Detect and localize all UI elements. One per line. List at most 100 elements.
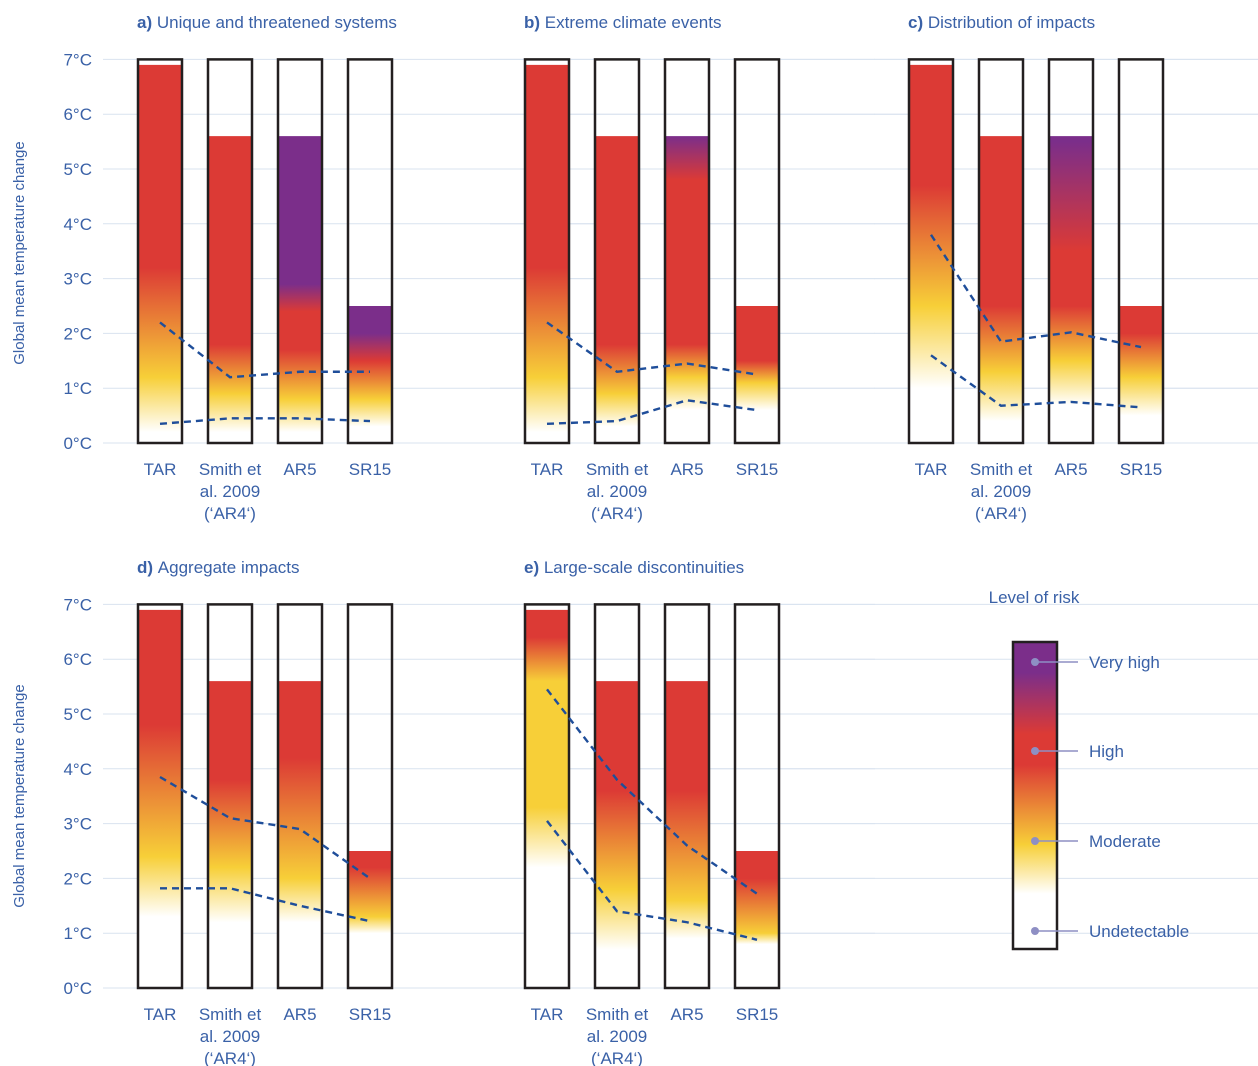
panel-title: b) Extreme climate events <box>524 13 721 32</box>
bar-fill <box>1049 136 1093 443</box>
bar-fill <box>138 609 182 988</box>
y-axis-label-bottom: Global mean temperature change <box>11 684 28 907</box>
bar-frame <box>206 603 254 990</box>
transition-line <box>546 321 758 376</box>
y-tick-label: 6°C <box>63 105 92 124</box>
y-tick-label: 7°C <box>63 50 92 69</box>
bar-fill <box>208 681 252 988</box>
transition-line <box>546 820 758 941</box>
bar-fill <box>208 136 252 443</box>
bar-fill <box>909 64 953 443</box>
bar-fill <box>278 681 322 988</box>
y-tick-label: 3°C <box>63 815 92 834</box>
panel-title: e) Large-scale discontinuities <box>524 558 744 577</box>
legend: Level of risk Very high High Moderate Un… <box>989 588 1189 951</box>
legend-label-very-high: Very high <box>1089 653 1160 672</box>
bar-frame <box>663 603 711 990</box>
panel-a: 0°C 1°C 2°C 3°C 4°C 5°C 6°C 7°C a) Unique and th… <box>63 13 875 523</box>
y-tick-label: 4°C <box>63 215 92 234</box>
bar-frame <box>593 58 641 445</box>
x-tick-label: SR15 <box>736 460 779 479</box>
bar-frame <box>733 603 781 990</box>
transition-line <box>546 688 758 895</box>
y-tick-label: 5°C <box>63 705 92 724</box>
panel-title: d) Aggregate impacts <box>137 558 300 577</box>
legend-label-undetectable: Undetectable <box>1089 922 1189 941</box>
bar-frame <box>276 58 324 445</box>
bar-frame <box>663 58 711 445</box>
bar-fill <box>735 306 779 443</box>
x-tick-label: Smith et al. 2009 (‘AR4‘) <box>970 460 1033 523</box>
bar-fill <box>348 306 392 443</box>
bar-fill <box>278 136 322 443</box>
transition-line <box>930 354 1142 409</box>
bar-frame <box>276 603 324 990</box>
x-tick-label: Smith et al. 2009 (‘AR4‘) <box>586 460 649 523</box>
transition-line <box>546 399 758 426</box>
bar-fill <box>1119 306 1163 443</box>
legend-title: Level of risk <box>989 588 1080 607</box>
x-tick-label: Smith et al. 2009 (‘AR4‘) <box>199 1005 262 1066</box>
x-tick-label: AR5 <box>670 460 703 479</box>
x-tick-label: SR15 <box>349 460 392 479</box>
bar-frame <box>346 58 394 445</box>
y-tick-label: 0°C <box>63 434 92 453</box>
bar-frame <box>136 58 184 445</box>
bar-frame <box>593 603 641 990</box>
legend-label-moderate: Moderate <box>1089 832 1161 851</box>
panel-title: a) Unique and threatened systems <box>137 13 397 32</box>
transition-line <box>159 775 371 880</box>
transition-line <box>159 321 370 379</box>
bar-fill <box>979 136 1023 443</box>
bar-fill <box>665 136 709 443</box>
x-tick-label: Smith et al. 2009 (‘AR4‘) <box>586 1005 649 1066</box>
bar-fill <box>595 136 639 443</box>
bar-fill <box>348 851 392 988</box>
bar-frame <box>977 58 1025 445</box>
bar-frame <box>1117 58 1165 445</box>
legend-item-high: High <box>1031 742 1124 761</box>
legend-item-very-high: Very high <box>1031 653 1160 672</box>
bar-fill <box>525 64 569 443</box>
x-tick-label: Smith et al. 2009 (‘AR4‘) <box>199 460 262 523</box>
bar-fill <box>595 681 639 988</box>
y-tick-label: 2°C <box>63 324 92 343</box>
bar-fill <box>138 64 182 443</box>
panel-e: e) Large-scale discontinuities TAR Smith e… <box>490 558 1258 1066</box>
bar-fill <box>525 609 569 988</box>
transition-line <box>159 417 371 426</box>
x-tick-label: SR15 <box>736 1005 779 1024</box>
x-tick-label: TAR <box>531 460 564 479</box>
panel-title: c) Distribution of impacts <box>908 13 1095 32</box>
y-tick-label: 3°C <box>63 270 92 289</box>
x-tick-label: AR5 <box>283 1005 316 1024</box>
bar-fill <box>665 681 709 988</box>
y-tick-label: 5°C <box>63 160 92 179</box>
y-tick-label: 6°C <box>63 650 92 669</box>
legend-colorbar <box>1011 640 1059 951</box>
x-tick-label: TAR <box>144 460 177 479</box>
bar-fill <box>735 851 779 988</box>
panel-d: 0°C 1°C 2°C 3°C 4°C 5°C 6°C 7°C d) Aggregate imp… <box>63 558 875 1066</box>
y-tick-label: 2°C <box>63 869 92 888</box>
x-tick-label: TAR <box>915 460 948 479</box>
x-tick-label: SR15 <box>349 1005 392 1024</box>
bar-frame <box>346 603 394 990</box>
legend-item-undetectable: Undetectable <box>1031 922 1189 941</box>
bar-frame <box>907 58 955 445</box>
x-tick-label: AR5 <box>670 1005 703 1024</box>
panel-c: c) Distribution of impacts TAR Smith et al.… <box>874 13 1258 523</box>
x-tick-label: AR5 <box>283 460 316 479</box>
x-tick-label: SR15 <box>1120 460 1163 479</box>
bar-frame <box>523 603 571 990</box>
x-tick-label: TAR <box>531 1005 564 1024</box>
bar-frame <box>523 58 571 445</box>
legend-label-high: High <box>1089 742 1124 761</box>
bar-frame <box>733 58 781 445</box>
y-tick-label: 0°C <box>63 979 92 998</box>
bar-frame <box>206 58 254 445</box>
transition-line <box>929 234 1142 349</box>
x-tick-label: TAR <box>144 1005 177 1024</box>
y-axis-label-top: Global mean temperature change <box>11 141 28 364</box>
